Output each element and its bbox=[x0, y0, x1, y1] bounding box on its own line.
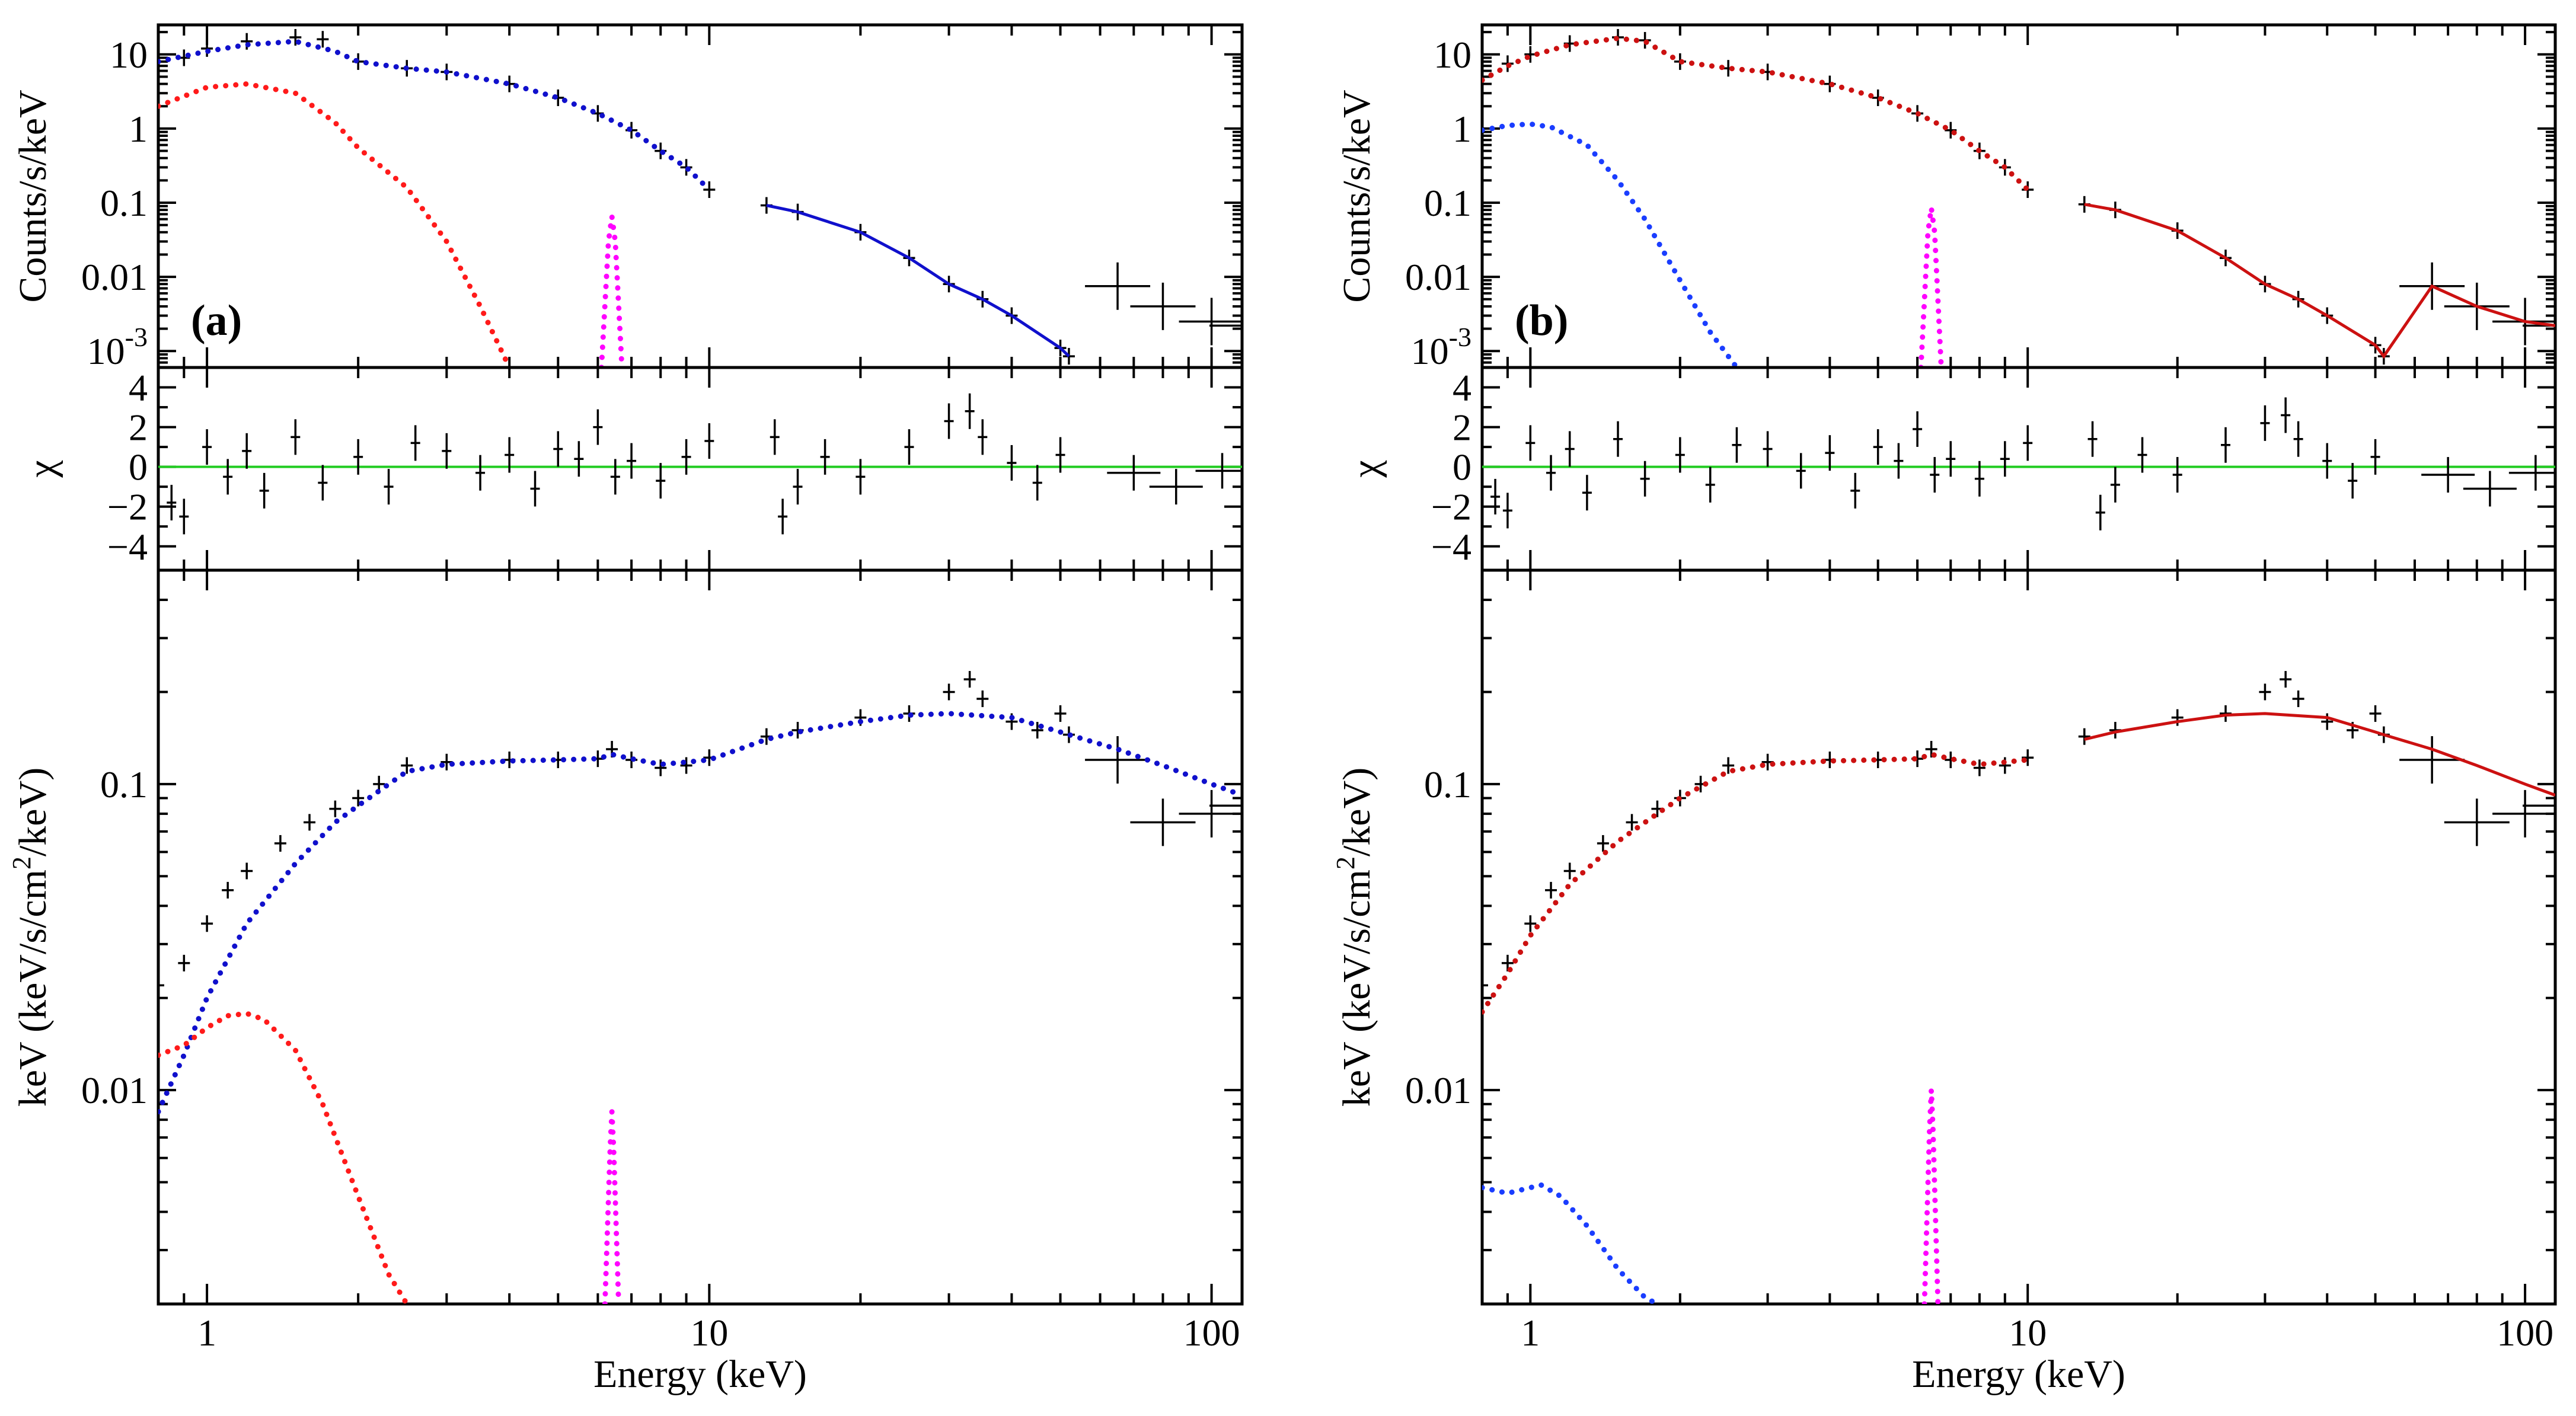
y-tick-label: 0.1 bbox=[100, 763, 148, 806]
x-tick-label: 1 bbox=[197, 1312, 216, 1354]
y-axis-label-rest: /keV) bbox=[11, 768, 55, 856]
y-tick-label: 0.01 bbox=[1405, 256, 1471, 298]
y-tick-label: 0.01 bbox=[1405, 1069, 1471, 1111]
series-group bbox=[158, 671, 1242, 1304]
y-tick-label-exponent: -3 bbox=[1449, 322, 1471, 352]
model-line-total-model-hard bbox=[766, 204, 1070, 357]
x-tick-label: 10 bbox=[2009, 1312, 2047, 1354]
axes-frame bbox=[1480, 366, 2557, 572]
y-tick-label-exponent: -3 bbox=[125, 322, 148, 352]
panel-label: (a) bbox=[191, 296, 242, 345]
series-group bbox=[1482, 671, 2555, 1304]
subplot-unfolded: 0.1 0.01 keV (keV/s/cm2/keV) bbox=[1331, 568, 2557, 1306]
series-group bbox=[158, 28, 1242, 367]
y-tick-label: 0.01 bbox=[81, 256, 148, 298]
model-line-iron-line bbox=[1918, 207, 1944, 367]
y-axis-label: Counts/s/keV bbox=[11, 90, 55, 302]
y-tick-label: 10-3 bbox=[1411, 322, 1471, 372]
y-tick-label: 0.1 bbox=[100, 182, 148, 224]
y-tick-label: 0.1 bbox=[1424, 763, 1471, 806]
y-axis-label: χ bbox=[1344, 460, 1387, 478]
panel-a: 1010.10.0110-3Counts/s/keV(a)420−2−4χ0.1… bbox=[7, 23, 1244, 1396]
model-line-iron-line bbox=[1921, 1089, 1941, 1304]
y-tick-label: −2 bbox=[107, 486, 148, 528]
model-line-total-model bbox=[1482, 36, 2031, 193]
subplot-unfolded: 0.1 0.01 keV (keV/s/cm2/keV) bbox=[7, 568, 1244, 1306]
model-line-soft-component bbox=[1482, 1182, 1660, 1304]
x-axis-label: Energy (keV) bbox=[1912, 1353, 2125, 1396]
y-axis-label-main: keV (keV/s/cm bbox=[1335, 870, 1378, 1107]
model-line-iron-line bbox=[602, 1111, 621, 1304]
y-tick-label: 2 bbox=[1453, 407, 1471, 449]
y-tick-label: 0.1 bbox=[1424, 182, 1471, 224]
y-axis-label-exponent: 2 bbox=[1331, 856, 1360, 870]
y-tick-label: 10-3 bbox=[87, 322, 148, 372]
y-tick-label: −4 bbox=[1431, 526, 1471, 568]
series-group bbox=[1490, 397, 2555, 530]
y-tick-label: 1 bbox=[1453, 108, 1471, 150]
y-tick-label: 0 bbox=[1453, 446, 1471, 488]
y-tick-label: 10 bbox=[1434, 34, 1471, 76]
y-axis-label: Counts/s/keV bbox=[1335, 90, 1378, 302]
y-tick-label: −2 bbox=[1431, 486, 1471, 528]
model-line-soft-component bbox=[158, 1011, 410, 1304]
y-tick-label-base: 10 bbox=[1411, 330, 1449, 372]
x-tick-label: 1 bbox=[1521, 1312, 1540, 1354]
y-tick-label: 2 bbox=[129, 407, 148, 449]
y-axis-label-rest: /keV) bbox=[1335, 768, 1378, 856]
axes-frame bbox=[157, 568, 1244, 1306]
y-axis-label: keV (keV/s/cm2/keV) bbox=[1331, 768, 1378, 1107]
y-axis-label: χ bbox=[20, 460, 63, 478]
y-tick-label: 0 bbox=[129, 446, 148, 488]
axes-frame bbox=[157, 366, 1244, 572]
y-tick-label: 10 bbox=[110, 34, 148, 76]
model-line-total-model bbox=[158, 711, 1242, 1115]
subplot-residuals: 420−2−4 χ bbox=[20, 366, 1244, 572]
axes-frame bbox=[1480, 23, 2557, 369]
series-group bbox=[167, 393, 1242, 535]
y-tick-label: 4 bbox=[129, 367, 148, 409]
y-axis-label-exponent: 2 bbox=[7, 856, 36, 870]
panel-label: (b) bbox=[1515, 296, 1568, 345]
panel-b: 1010.10.0110-3Counts/s/keV(b)420−2−4χ0.1… bbox=[1331, 23, 2557, 1396]
y-tick-label: −4 bbox=[107, 526, 148, 568]
model-line-soft-component bbox=[158, 81, 512, 367]
subplot-residuals: 420−2−4 χ bbox=[1344, 366, 2557, 572]
model-line-total-model-hard bbox=[2084, 712, 2555, 797]
x-tick-label: 10 bbox=[690, 1312, 728, 1354]
y-axis-label: keV (keV/s/cm2/keV) bbox=[7, 768, 55, 1107]
series-group bbox=[1482, 28, 2555, 367]
axes-frame bbox=[157, 23, 1244, 369]
model-line-soft-component bbox=[1482, 121, 1739, 367]
y-tick-label: 1 bbox=[129, 108, 148, 150]
y-axis-label-main: keV (keV/s/cm bbox=[11, 870, 55, 1107]
x-axis-label: Energy (keV) bbox=[593, 1353, 807, 1396]
x-tick-label: 100 bbox=[2497, 1312, 2553, 1354]
axes-frame bbox=[1480, 568, 2557, 1306]
model-line-iron-line bbox=[599, 216, 625, 367]
model-line-total-model-hard bbox=[2084, 203, 2555, 359]
y-tick-label: 0.01 bbox=[81, 1069, 148, 1111]
y-tick-label: 4 bbox=[1453, 367, 1471, 409]
y-tick-label-base: 10 bbox=[87, 330, 125, 372]
model-line-total-model bbox=[158, 39, 712, 193]
x-tick-label: 100 bbox=[1183, 1312, 1240, 1354]
model-line-total-model bbox=[1482, 752, 2031, 1015]
